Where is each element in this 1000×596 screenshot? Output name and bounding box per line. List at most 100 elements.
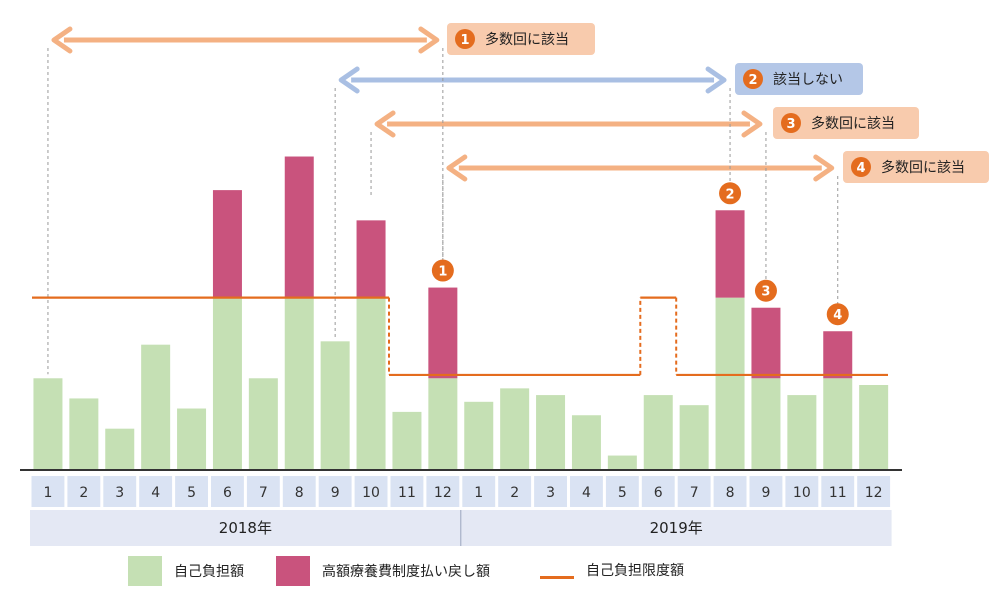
x-tick-label: 1 (474, 485, 483, 501)
callout-label-3: 多数回に該当 (811, 115, 895, 132)
bar-self-pay-18 (643, 395, 673, 469)
callout-label-2: 該当しない (773, 72, 843, 88)
x-tick-label: 6 (223, 485, 232, 501)
x-tick-cell (749, 476, 783, 507)
bar-badge-2 (719, 182, 742, 205)
bar-self-pay-20 (715, 297, 745, 469)
legend-swatch-refund (276, 556, 310, 586)
x-tick-cell (390, 476, 424, 507)
range-arrow-head-left (338, 66, 360, 94)
bar-self-pay-19 (679, 405, 709, 469)
callouts-layer: 1 多数回に該当 2 該当しない 3 多数回に該当 4 多数回に該当 (447, 23, 989, 183)
x-tick-cell (821, 476, 855, 507)
bar-badge-3 (754, 279, 777, 302)
legend-label-self-pay: 自己負担額 (174, 564, 244, 580)
x-tick-cell (713, 476, 747, 507)
x-tick-label: 4 (151, 485, 160, 501)
callout-number-4: 4 (856, 161, 865, 176)
bar-self-pay-12 (428, 378, 458, 469)
range-arrow-head-right (741, 110, 763, 138)
bar-refund-6 (212, 190, 242, 298)
bar-refund-10 (356, 220, 386, 298)
x-tick-cell (175, 476, 208, 507)
x-tick-label: 9 (761, 485, 770, 501)
bar-self-pay-8 (284, 297, 314, 469)
x-tick-cell (641, 476, 675, 507)
x-tick-label: 6 (654, 485, 663, 501)
callout-box-1 (447, 23, 595, 55)
range-arrow-head-left (374, 110, 396, 138)
range-arrow-head-right (705, 66, 727, 94)
callout-number-1: 1 (460, 33, 469, 48)
bar-self-pay-13 (464, 401, 494, 469)
x-tick-label: 12 (434, 485, 452, 501)
x-tick-cell (354, 476, 388, 507)
limit-line-layer (32, 296, 888, 377)
badges-layer: 1 2 3 4 (431, 182, 849, 326)
bar-badge-number-1: 1 (438, 265, 447, 280)
callout-box-2 (735, 63, 863, 95)
bar-badge-1 (431, 259, 454, 282)
x-tick-cell (139, 476, 173, 507)
x-tick-cell (67, 476, 101, 507)
x-tick-cell (498, 476, 532, 507)
bar-self-pay-9 (320, 341, 350, 469)
range-arrow-head-right (418, 26, 440, 54)
bar-self-pay-22 (787, 395, 817, 469)
year-label: 2019年 (650, 519, 703, 537)
x-tick-cell (211, 476, 244, 507)
bar-self-pay-10 (356, 297, 386, 469)
x-tick-cell (426, 476, 460, 507)
year-band (460, 510, 892, 546)
bar-refund-12 (428, 287, 458, 379)
x-tick-cell (570, 476, 603, 507)
x-tick-cell (534, 476, 567, 507)
bar-badge-4 (826, 303, 849, 326)
bar-self-pay-1 (33, 378, 63, 469)
x-tick-label: 8 (295, 485, 304, 501)
callout-box-3 (773, 107, 919, 139)
x-tick-label: 5 (187, 485, 196, 501)
range-arrow-head-left (446, 154, 468, 182)
legend-line-limit (540, 576, 574, 579)
x-tick-label: 7 (690, 485, 699, 501)
x-tick-label: 7 (259, 485, 268, 501)
bar-badge-number-3: 3 (761, 285, 770, 300)
callout-badge-2 (743, 69, 763, 89)
legend-item-self-pay: 自己負担額 (128, 556, 244, 586)
callout-badge-3 (781, 113, 801, 133)
legend-label-refund: 高額療養費制度払い戻し額 (322, 564, 490, 580)
bar-self-pay-17 (607, 455, 637, 469)
x-tick-label: 11 (398, 485, 416, 501)
legend-label-limit: 自己負担限度額 (586, 563, 684, 579)
bar-self-pay-24 (859, 385, 889, 469)
bar-badge-number-2: 2 (726, 187, 735, 202)
callout-badge-4 (851, 157, 871, 177)
bar-badge-number-4: 4 (833, 308, 842, 323)
callout-box-4 (843, 151, 989, 183)
bar-refund-23 (823, 331, 853, 379)
bar-self-pay-16 (571, 415, 601, 469)
x-tick-cell (785, 476, 819, 507)
bar-self-pay-14 (500, 388, 530, 469)
legend-item-refund: 高額療養費制度払い戻し額 (276, 556, 490, 586)
x-tick-label: 11 (829, 485, 847, 501)
x-tick-cell (605, 476, 639, 507)
bar-self-pay-23 (823, 378, 853, 469)
x-tick-cell (103, 476, 137, 507)
x-tick-label: 1 (43, 485, 52, 501)
year-label: 2018年 (219, 519, 272, 537)
x-tick-label: 2 (510, 485, 519, 501)
x-tick-label: 4 (582, 485, 591, 501)
range-arrows-layer (51, 26, 835, 182)
x-tick-cell (462, 476, 496, 507)
bar-self-pay-6 (212, 297, 242, 469)
callout-label-1: 多数回に該当 (485, 31, 569, 48)
bar-refund-21 (751, 307, 781, 379)
bar-self-pay-2 (69, 398, 99, 469)
bars-layer (33, 156, 889, 469)
x-tick-cell (246, 476, 280, 507)
bar-self-pay-11 (392, 411, 422, 469)
